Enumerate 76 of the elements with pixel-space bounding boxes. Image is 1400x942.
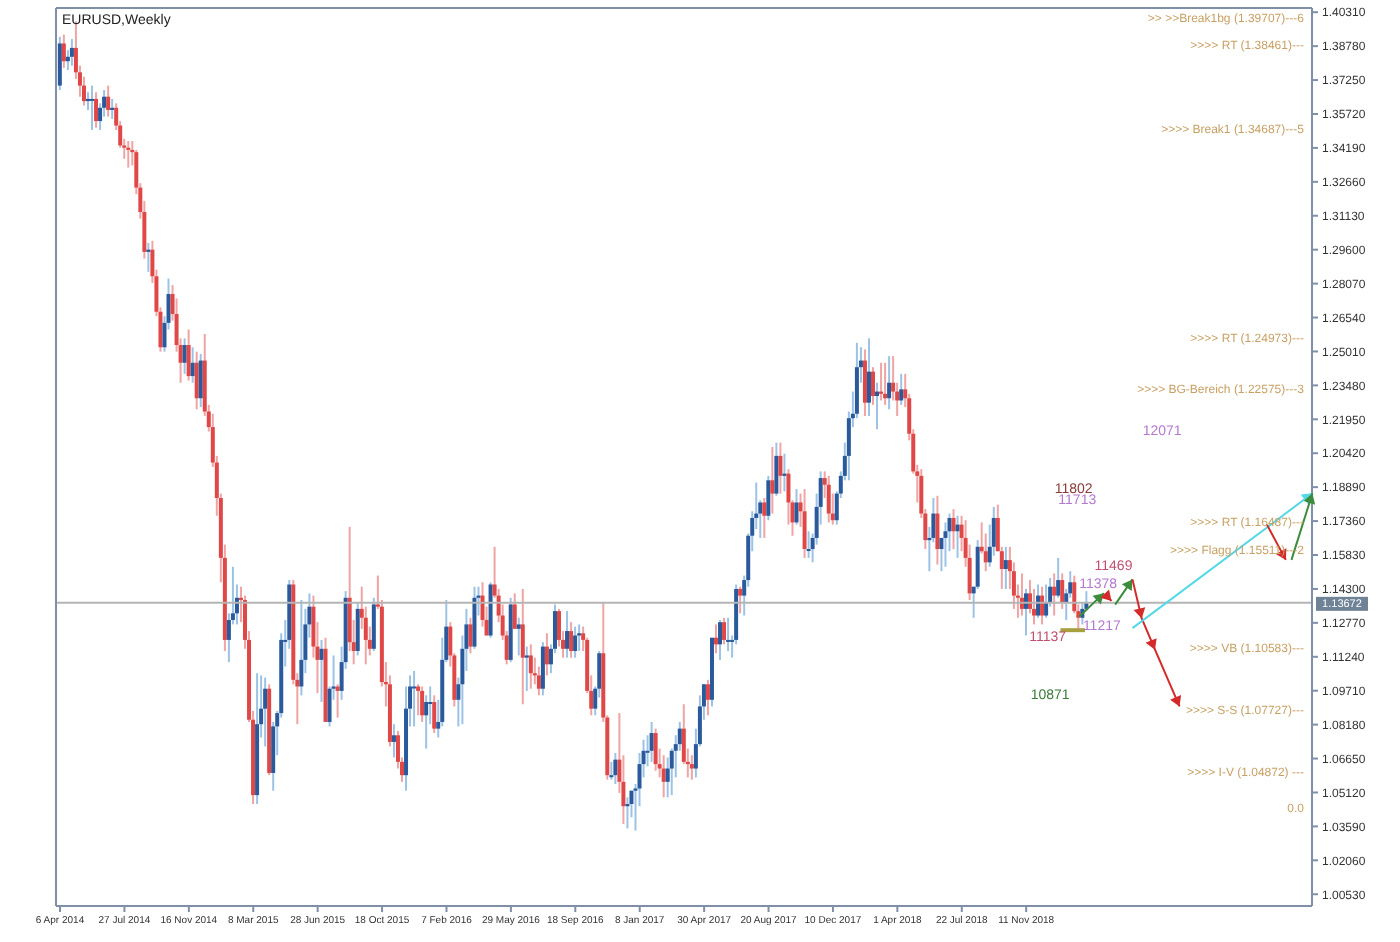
candlestick: [778, 441, 783, 495]
candlestick: [935, 494, 940, 566]
candlestick: [1036, 583, 1041, 619]
candlestick: [738, 585, 743, 615]
candlestick: [194, 350, 199, 411]
candlestick: [899, 372, 904, 406]
candlestick: [975, 539, 980, 590]
candlestick: [802, 488, 807, 559]
candlestick: [794, 488, 799, 526]
candlestick: [335, 683, 340, 719]
candlestick: [613, 752, 618, 786]
candlestick: [468, 616, 473, 655]
candlestick: [1032, 587, 1037, 626]
candlestick: [69, 38, 74, 67]
candlestick: [516, 616, 521, 657]
candlestick: [573, 625, 578, 659]
candlestick: [540, 641, 545, 697]
candlestick: [371, 596, 376, 653]
candlestick: [705, 678, 710, 717]
candlestick: [391, 723, 396, 759]
candlestick: [862, 348, 867, 417]
candlestick: [424, 694, 429, 750]
candlestick: [94, 91, 99, 129]
candlestick: [826, 474, 831, 524]
candlestick: [1056, 556, 1061, 599]
candlestick: [355, 601, 360, 657]
candlestick: [718, 618, 723, 661]
candlestick: [198, 352, 203, 409]
candlestick: [774, 441, 779, 497]
candlestick: [520, 587, 525, 706]
candlestick: [722, 616, 727, 646]
candlestick: [806, 530, 811, 559]
candlestick: [299, 599, 304, 697]
candlestick: [569, 621, 574, 659]
candlestick: [90, 84, 95, 131]
candlestick: [665, 756, 670, 799]
candlestick: [182, 337, 187, 375]
candlestick: [512, 592, 517, 630]
candlestick: [1023, 587, 1028, 637]
candlestick: [186, 328, 191, 382]
candlestick: [544, 632, 549, 677]
candlestick: [943, 521, 948, 568]
candlestick: [412, 669, 417, 728]
candlestick: [420, 685, 425, 723]
candlestick: [57, 35, 62, 92]
candlestick: [1052, 572, 1057, 617]
candlestick: [524, 645, 529, 692]
candlestick: [762, 497, 767, 539]
candlestick: [106, 84, 111, 118]
candlestick: [190, 346, 195, 384]
candlestick: [432, 694, 437, 735]
candlestick: [661, 754, 666, 799]
candlestick: [480, 581, 485, 628]
candlestick: [416, 683, 421, 717]
candlestick: [61, 33, 66, 69]
candlestick: [951, 508, 956, 551]
candlestick: [871, 366, 875, 406]
candlestick: [887, 355, 892, 411]
candlestick: [528, 643, 533, 690]
candlestick: [1060, 572, 1065, 610]
candlestick: [1040, 585, 1045, 626]
candlestick: [263, 676, 268, 748]
candlestick: [689, 754, 694, 781]
candlestick: [319, 638, 324, 704]
candlestick: [609, 760, 614, 781]
candlestick: [726, 616, 731, 653]
candlestick: [866, 337, 871, 417]
candlestick: [565, 610, 570, 659]
candlestick: [854, 341, 859, 420]
candlestick: [1044, 583, 1049, 619]
candlestick: [536, 665, 541, 697]
candlestick: [649, 720, 654, 763]
candlestick: [766, 474, 771, 522]
candlestick: [653, 727, 658, 772]
candlestick: [1003, 545, 1008, 590]
candlestick: [770, 446, 775, 515]
